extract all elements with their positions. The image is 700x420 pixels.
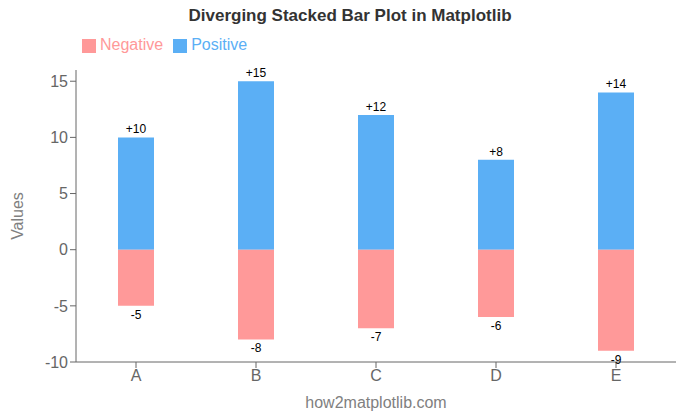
html-text:Positive: Positive [191, 36, 248, 53]
svg-text:C: C [370, 367, 382, 384]
svg-text:A: A [131, 367, 142, 384]
html-text:Negative: Negative [100, 36, 164, 53]
svg-text:+12: +12 [366, 100, 387, 114]
svg-text:0: 0 [59, 241, 68, 258]
svg-text:-9: -9 [611, 353, 622, 367]
svg-text:Values: Values [9, 192, 26, 240]
svg-text:5: 5 [59, 185, 68, 202]
html-text:Diverging Stacked Bar Plot in: Diverging Stacked Bar Plot in Matplotlib [188, 6, 512, 25]
svg-text:-10: -10 [45, 354, 68, 371]
svg-text:how2matplotlib.com: how2matplotlib.com [305, 394, 446, 411]
svg-text:E: E [611, 367, 622, 384]
svg-text:+8: +8 [489, 145, 503, 159]
svg-text:+10: +10 [126, 122, 147, 136]
svg-text:-6: -6 [491, 319, 502, 333]
svg-text:15: 15 [50, 73, 68, 90]
svg-text:-5: -5 [54, 298, 68, 315]
svg-text:-5: -5 [131, 308, 142, 322]
svg-text:-7: -7 [371, 330, 382, 344]
svg-text:+15: +15 [246, 66, 267, 80]
svg-text:B: B [251, 367, 262, 384]
svg-text:+14: +14 [606, 77, 627, 91]
svg-text:D: D [490, 367, 502, 384]
svg-text:10: 10 [50, 129, 68, 146]
svg-text:-8: -8 [251, 341, 262, 355]
